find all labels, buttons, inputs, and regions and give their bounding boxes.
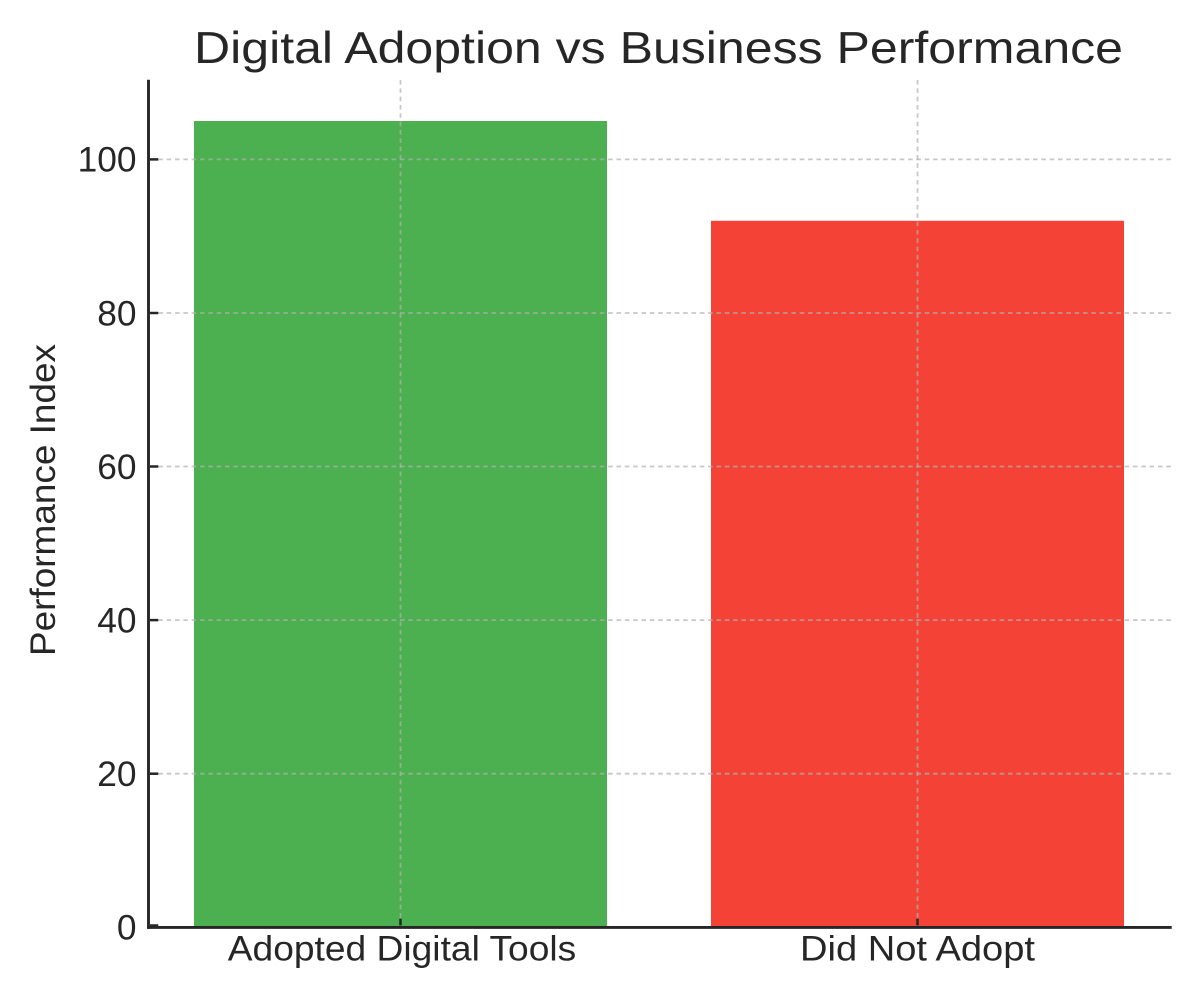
svg-text:20: 20: [97, 755, 136, 794]
svg-text:Adopted Digital Tools: Adopted Digital Tools: [228, 930, 577, 969]
svg-text:Digital Adoption vs Business P: Digital Adoption vs Business Performance: [194, 24, 1123, 73]
svg-text:0: 0: [117, 909, 137, 948]
svg-text:60: 60: [97, 448, 136, 487]
svg-text:Performance Index: Performance Index: [24, 344, 63, 656]
svg-text:100: 100: [78, 141, 137, 180]
svg-text:Did Not Adopt: Did Not Adopt: [800, 930, 1035, 969]
svg-text:80: 80: [97, 294, 136, 333]
svg-text:40: 40: [97, 601, 136, 640]
